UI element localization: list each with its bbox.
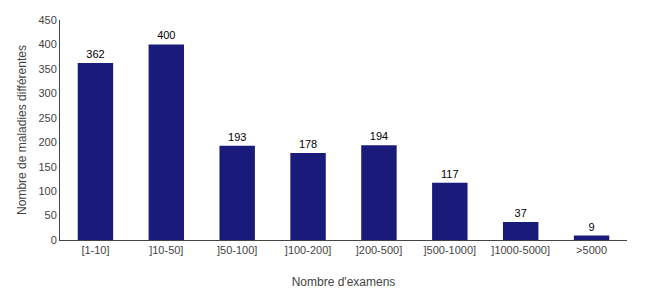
svg-text:]100-200]: ]100-200] xyxy=(285,244,331,256)
svg-text:9: 9 xyxy=(588,221,594,233)
svg-text:100: 100 xyxy=(38,185,56,197)
svg-text:]10-50]: ]10-50] xyxy=(149,244,183,256)
svg-text:350: 350 xyxy=(38,63,56,75)
svg-text:117: 117 xyxy=(441,168,459,180)
svg-text:Nombre de maladies différentes: Nombre de maladies différentes xyxy=(15,45,29,215)
svg-text:]1000-5000]: ]1000-5000] xyxy=(491,244,550,256)
svg-text:]500-1000]: ]500-1000] xyxy=(424,244,477,256)
svg-text:300: 300 xyxy=(38,87,56,99)
svg-text:]200-500]: ]200-500] xyxy=(356,244,402,256)
svg-text:193: 193 xyxy=(228,131,246,143)
svg-text:0: 0 xyxy=(51,234,57,246)
svg-text:194: 194 xyxy=(370,130,388,142)
svg-text:362: 362 xyxy=(86,48,104,60)
svg-text:]50-100]: ]50-100] xyxy=(217,244,257,256)
svg-text:Nombre d'examens: Nombre d'examens xyxy=(292,275,396,289)
svg-text:37: 37 xyxy=(515,207,527,219)
svg-text:178: 178 xyxy=(299,138,317,150)
svg-text:150: 150 xyxy=(38,161,56,173)
svg-text:>5000: >5000 xyxy=(576,244,607,256)
svg-text:200: 200 xyxy=(38,136,56,148)
svg-text:[1-10]: [1-10] xyxy=(81,244,109,256)
svg-text:50: 50 xyxy=(45,209,57,221)
svg-text:400: 400 xyxy=(157,29,175,41)
svg-text:450: 450 xyxy=(38,14,56,26)
svg-text:400: 400 xyxy=(38,38,56,50)
svg-text:250: 250 xyxy=(38,112,56,124)
